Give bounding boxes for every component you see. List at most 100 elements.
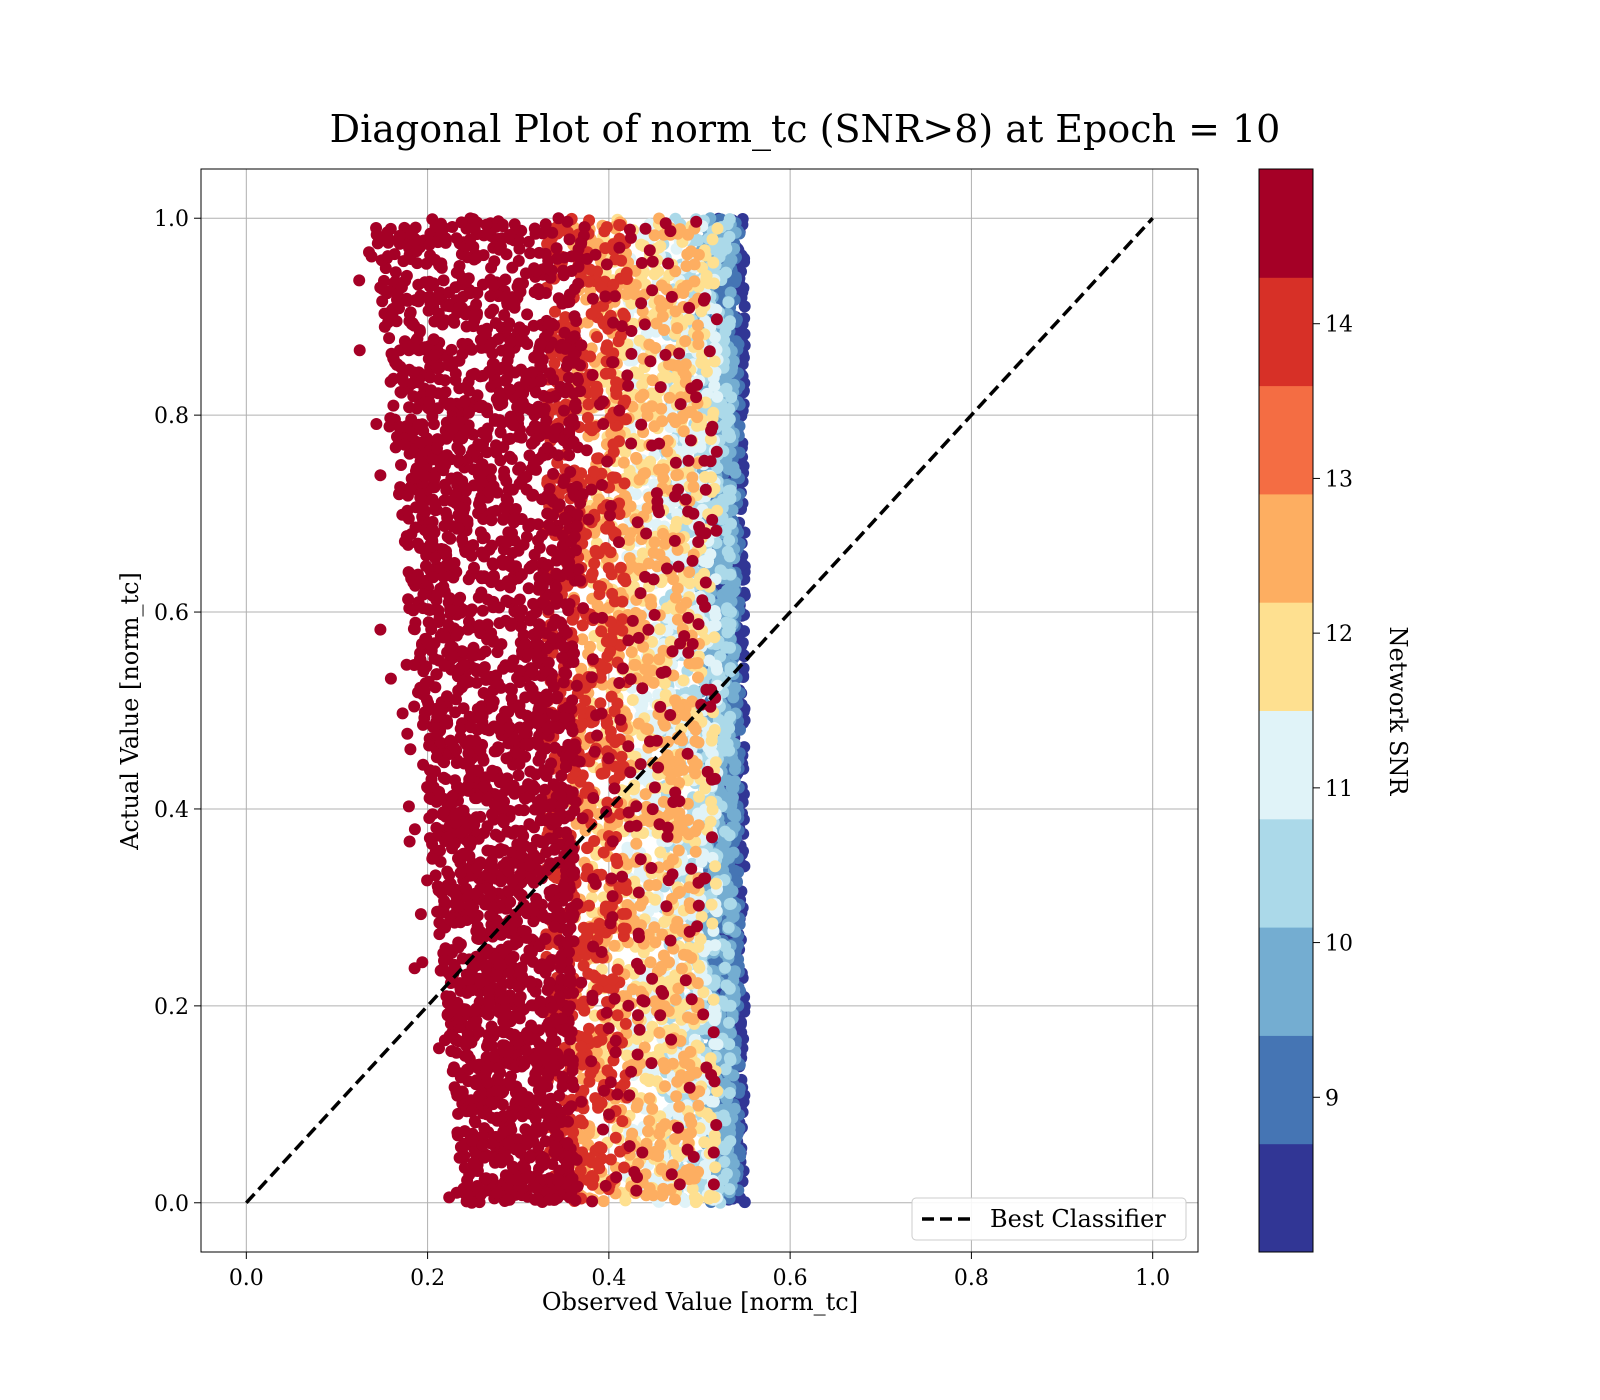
scatter-point xyxy=(692,338,705,351)
scatter-point xyxy=(725,897,737,910)
scatter-point xyxy=(652,1150,665,1163)
scatter-point xyxy=(722,921,735,934)
scatter-point xyxy=(720,266,732,279)
scatter-point xyxy=(690,758,703,771)
scatter-point xyxy=(706,917,719,930)
scatter-point xyxy=(656,415,669,428)
scatter-point xyxy=(708,1129,721,1142)
scatter-point xyxy=(623,533,635,546)
scatter-point xyxy=(689,723,702,736)
scatter-point xyxy=(720,382,733,395)
scatter-point xyxy=(643,1075,656,1088)
scatter-point xyxy=(724,710,737,723)
scatter-point xyxy=(683,1058,696,1071)
scatter-point xyxy=(623,552,636,565)
scatter-point xyxy=(691,657,704,669)
scatter-point xyxy=(692,819,705,832)
scatter-point xyxy=(621,858,634,871)
scatter-point xyxy=(669,694,682,707)
scatter-point xyxy=(628,658,641,671)
scatter-point xyxy=(634,899,647,912)
scatter-point xyxy=(724,999,737,1012)
scatter-point xyxy=(608,939,621,952)
scatter-point xyxy=(684,1126,697,1139)
scatter-point xyxy=(680,279,693,292)
scatter-point xyxy=(640,402,653,415)
scatter-point xyxy=(711,222,724,235)
scatter-point xyxy=(669,993,682,1006)
scatter-point xyxy=(708,724,721,736)
scatter-point xyxy=(692,1099,705,1112)
scatter-point xyxy=(709,939,722,952)
scatter-point xyxy=(626,1127,639,1140)
scatter-point xyxy=(737,282,750,294)
scatter-point xyxy=(626,694,639,706)
scatter-point xyxy=(691,319,704,332)
scatter-point xyxy=(698,1136,711,1149)
scatter-point xyxy=(663,391,676,404)
scatter-point xyxy=(670,1090,683,1103)
scatter-point xyxy=(683,1112,696,1125)
scatter-point xyxy=(709,1161,722,1174)
scatter-point xyxy=(669,1132,682,1145)
scatter-point xyxy=(683,1163,696,1176)
scatter-point xyxy=(707,993,720,1006)
scatter-point xyxy=(671,322,684,335)
scatter-point xyxy=(644,593,657,606)
scatter-point xyxy=(634,391,647,404)
scatter-point xyxy=(675,601,687,614)
scatter-point xyxy=(647,676,660,689)
scatter-point xyxy=(711,663,723,676)
scatter-point xyxy=(683,566,696,579)
scatter-point xyxy=(670,469,683,482)
scatter-point xyxy=(630,837,643,850)
scatter-point xyxy=(655,1121,668,1134)
scatter-point xyxy=(721,545,734,558)
scatter-point xyxy=(708,355,721,368)
scatter-point xyxy=(669,806,681,819)
scatter-point xyxy=(709,619,722,632)
scatter-point xyxy=(737,351,750,364)
scatter-point xyxy=(705,898,718,911)
scatter-point xyxy=(708,1014,721,1027)
scatter-point xyxy=(633,473,646,486)
scatter-point xyxy=(647,546,660,559)
scatter-point xyxy=(703,1192,716,1205)
scatter-point xyxy=(653,623,666,636)
scatter-point xyxy=(648,536,661,549)
scatter-point xyxy=(597,1195,610,1208)
scatter-point xyxy=(671,613,684,626)
scatter-point xyxy=(692,671,704,684)
scatter-point xyxy=(711,390,724,403)
scatter-point xyxy=(695,356,708,369)
scatter-point xyxy=(719,825,731,838)
scatter-point xyxy=(675,962,688,975)
scatter-point xyxy=(723,1087,736,1099)
scatter-point xyxy=(649,893,662,906)
scatter-point xyxy=(725,517,737,530)
scatter-point xyxy=(642,653,654,666)
scatter-point xyxy=(723,534,736,547)
scatter-point xyxy=(671,1075,684,1088)
scatter-point xyxy=(709,756,722,769)
scatter-point xyxy=(679,335,692,348)
scatter-point xyxy=(659,1080,671,1093)
scatter-point xyxy=(702,555,715,568)
scatter-point xyxy=(685,245,698,258)
scatter-point xyxy=(672,844,685,857)
scatter-point xyxy=(700,269,713,282)
scatter-point xyxy=(658,719,671,732)
scatter-point xyxy=(654,846,667,859)
scatter-point xyxy=(625,646,638,659)
scatter-point xyxy=(722,296,735,309)
scatter-point xyxy=(706,233,719,246)
scatter-point xyxy=(640,722,653,735)
scatter-point xyxy=(723,1183,736,1196)
scatter-point xyxy=(721,626,734,639)
scatter-point xyxy=(738,1196,751,1209)
scatter-point xyxy=(722,947,735,960)
scatter-point xyxy=(719,494,732,507)
scatter-point xyxy=(688,1191,701,1204)
scatter-point xyxy=(720,1140,733,1153)
